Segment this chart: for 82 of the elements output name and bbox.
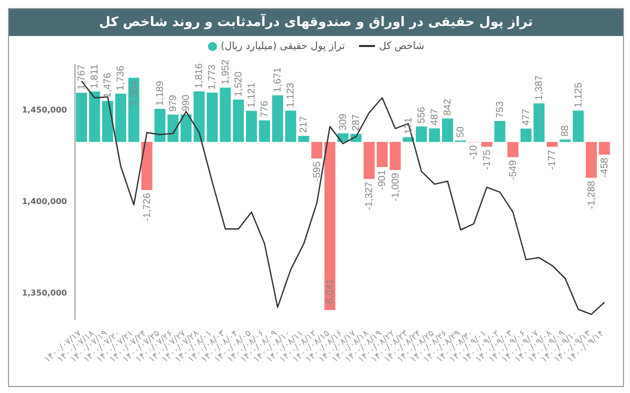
bar [272,95,284,142]
data-label: 1,773 [207,64,218,90]
legend-label: شاخص کل [378,40,424,52]
data-label: -10 [468,144,480,160]
data-label: -595 [312,161,323,182]
data-label: 171 [403,117,414,134]
data-label: 1,520 [233,71,244,97]
bar [560,139,571,142]
data-label: 753 [494,100,506,118]
bar [598,142,610,155]
bar [324,142,336,310]
bar [232,100,244,142]
data-label: 1,476 [102,72,114,98]
data-label: -458 [599,157,610,178]
y-tick-label: 1,450,000 [22,106,68,115]
bar [220,88,231,142]
data-label: -549 [508,160,519,180]
bar [442,118,454,142]
bar [428,128,440,142]
data-label: 487 [429,108,440,126]
bar [416,126,427,142]
data-label: -6,041 [324,278,336,308]
data-label: 1,736 [116,65,127,91]
data-label: 1,952 [220,59,232,85]
data-label: 217 [298,116,310,133]
data-label: 1,121 [246,82,258,108]
data-label: -1,327 [364,181,376,210]
bar [89,92,100,142]
data-label: 979 [168,94,180,112]
bar [390,142,401,170]
data-label: -901 [377,170,388,190]
data-label: -175 [482,149,493,170]
data-label: 1,816 [194,62,206,88]
data-label: -177 [547,149,558,170]
bar [206,92,218,142]
bar [115,94,126,142]
bar [534,103,545,142]
bar [520,128,532,142]
bar [285,110,296,142]
bar [298,136,310,142]
data-label: 50 [456,126,467,138]
bar [141,142,152,190]
y-tick-label: 1,400,000 [22,196,68,206]
data-label: 1,189 [154,80,166,106]
data-label: -1,009 [390,172,402,202]
y-tick-label: 1,350,000 [22,288,68,298]
data-label: -1,288 [586,180,598,210]
bar [572,110,584,142]
bar [311,142,322,158]
bar [481,142,492,147]
chart-title: تراز پول حقیقی در اوراق و صندوقهای درآمدثابت و روند شاخص کل [9,9,623,36]
data-label: 287 [351,114,362,131]
data-label: 309 [338,113,349,130]
bar [168,114,179,142]
bar [194,91,205,142]
data-label: 1,671 [272,66,284,92]
bar [246,110,257,142]
bar [76,92,87,142]
bar [586,142,597,178]
bar [259,120,270,142]
data-label: 1,125 [573,82,584,108]
data-label: 1,767 [76,64,88,90]
data-label: 990 [181,94,192,112]
data-label: 477 [520,108,532,126]
data-label: 88 [560,124,572,136]
bar [102,100,114,142]
data-label: 1,811 [90,64,101,89]
legend-label: تراز پول حقیقی (میلیارد ریال) [220,40,345,52]
data-label: 776 [260,100,271,118]
data-label: 842 [442,98,454,116]
bar [376,142,388,167]
data-label: 556 [416,106,428,124]
bar [507,142,518,158]
bar [494,120,506,142]
bar [180,114,192,142]
bar [364,142,375,179]
data-label: 2,304 [128,80,140,106]
bar [546,142,558,147]
data-label: -1,726 [142,192,153,222]
data-label: 1,387 [534,74,546,100]
data-label: 1,123 [286,82,297,108]
bar [154,108,166,142]
